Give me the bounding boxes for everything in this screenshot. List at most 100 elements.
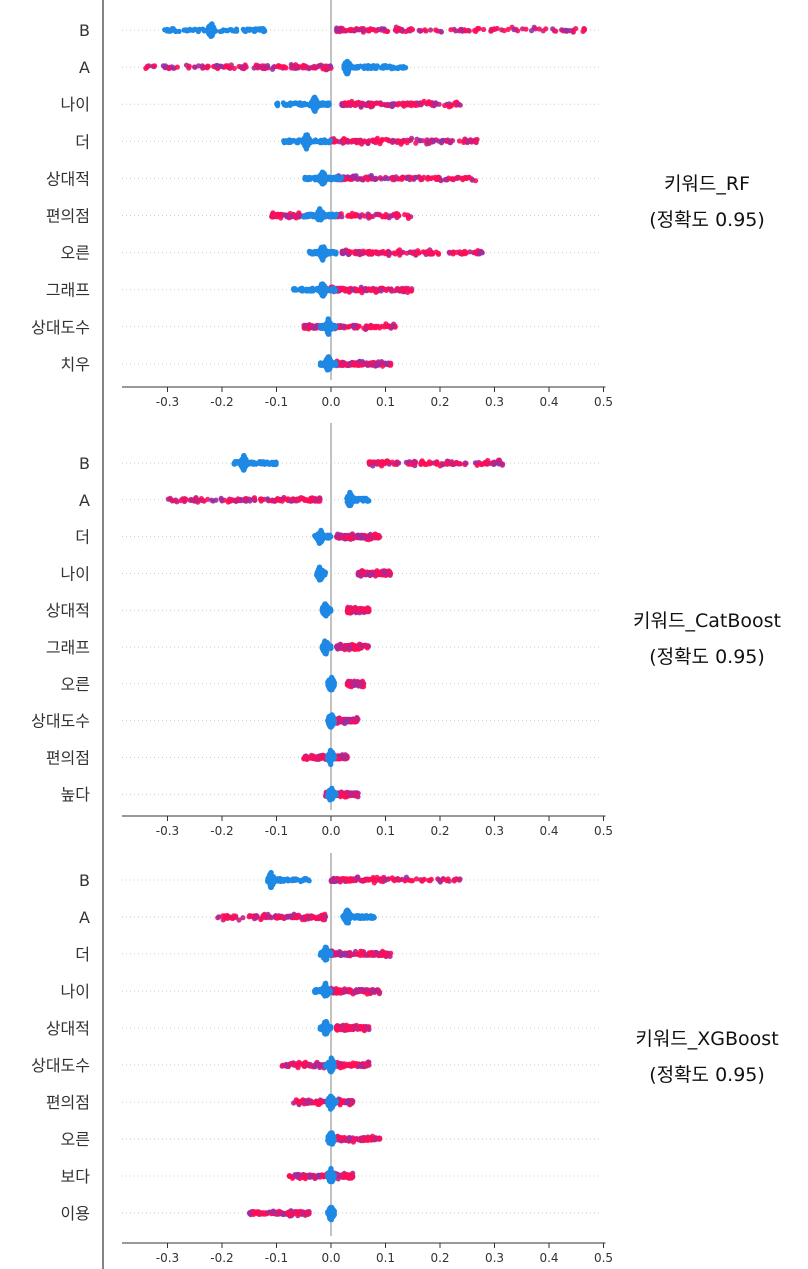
shap-point-high [453,460,459,466]
shap-point-low [252,460,258,466]
panel-catboost: -0.3 -0.2 -0.1 0.0 0.1 0.2 0.3 0.4 0.5BA더나이상대적그래… [31,423,613,838]
shap-point-high [491,461,497,467]
shap-point-high [183,62,190,68]
shap-point-high [243,498,249,504]
shap-point-low [283,102,289,108]
shap-point-low [191,27,197,33]
shap-point-low-cluster [349,497,355,503]
shap-point-high [378,26,385,32]
shap-point-high [351,606,357,612]
shap-point-high [529,28,535,34]
shap-point-high [425,100,431,106]
shap-point-high [354,715,360,721]
feature-label: 더 [75,528,90,547]
shap-point-high [491,26,497,32]
shap-point-high [383,136,389,142]
shap-point-high [284,496,290,502]
shap-point-high [375,360,381,366]
shap-point-high [462,460,468,466]
shap-point-low [195,28,201,35]
shap-point-high [395,213,402,219]
shap-point-high [182,497,188,503]
shap-point-high [350,323,356,329]
shap-point-high [317,496,323,502]
shap-point-high [342,101,348,107]
shap-point-high [282,64,288,70]
shap-point-low-cluster [313,101,319,107]
shap-point-high [434,461,440,467]
shap-point-high [424,141,430,147]
shap-point-low [317,362,323,368]
shap-point-high [346,716,352,722]
shap-point-high [359,533,365,539]
shap-point-high [418,177,424,183]
shap-point-low [181,27,187,33]
shap-point-high [413,140,419,146]
x-tick-label: -0.2 [210,824,233,838]
shap-point-high [375,460,381,466]
shap-point-low [325,535,331,541]
shap-point-high [290,496,296,502]
shap-point-low [217,28,223,35]
feature-label: 편의점 [46,748,90,767]
shap-point-high [399,139,405,145]
shap-point-high [442,102,448,109]
shap-point-low [372,63,378,69]
shap-point-high [372,324,378,330]
shap-point-high [243,64,249,70]
x-tick-label: -0.2 [210,395,233,409]
shap-point-high [433,27,439,33]
shap-point-high [371,249,377,255]
shap-point-high [382,251,388,257]
shap-point-high [370,359,376,366]
shap-point-high [353,249,360,255]
shap-point-high [523,26,529,32]
shap-point-high [428,460,434,466]
panel-rf: -0.3 -0.2 -0.1 0.0 0.1 0.2 0.3 0.4 0.5BA나이더상대적편의… [31,0,613,409]
shap-point-high [233,498,239,504]
shap-point-high [456,138,463,144]
shap-point-high [400,101,406,107]
shap-point-low-cluster [322,650,328,656]
shap-point-high [369,102,375,108]
shap-point-high [412,459,419,465]
shap-point-low [331,249,337,256]
shap-point-low-cluster [320,608,327,614]
shap-point-high [388,286,394,293]
shap-point-low [169,26,175,32]
shap-point-high [368,287,374,294]
shap-point-high [417,28,423,34]
feature-label: B [79,454,90,473]
shap-point-high [312,325,318,331]
shap-point-high [394,460,400,466]
shap-point-low [260,459,266,465]
shap-point-high [209,497,215,503]
shap-point-low [390,64,396,70]
shap-point-high [385,459,391,465]
shap-point-low-cluster [327,686,333,692]
shap-point-high [152,63,158,69]
x-tick-label: 0.3 [485,824,504,838]
shap-point-high [408,137,414,143]
shap-point-high [360,606,366,612]
shap-point-high [438,28,444,34]
shap-point-high [350,173,356,179]
feature-label: 그래프 [46,281,90,300]
shap-point-high [444,460,450,466]
shap-point-high [395,102,401,108]
shap-point-high [448,27,454,33]
shap-point-high [256,64,262,70]
shap-point-high [553,28,559,34]
shap-point-low [328,212,334,218]
shap-point-high [467,138,473,144]
shap-point-low-cluster [318,177,324,183]
shap-point-high [409,249,415,255]
shap-point-high [359,362,365,368]
x-tick-label: 0.1 [376,395,395,409]
shap-point-high [415,248,421,254]
shap-point-low-cluster [208,22,214,28]
shap-point-low-cluster [324,360,331,367]
shap-point-high [174,499,180,505]
shap-point-high [448,103,454,109]
shap-point-high [405,215,411,221]
